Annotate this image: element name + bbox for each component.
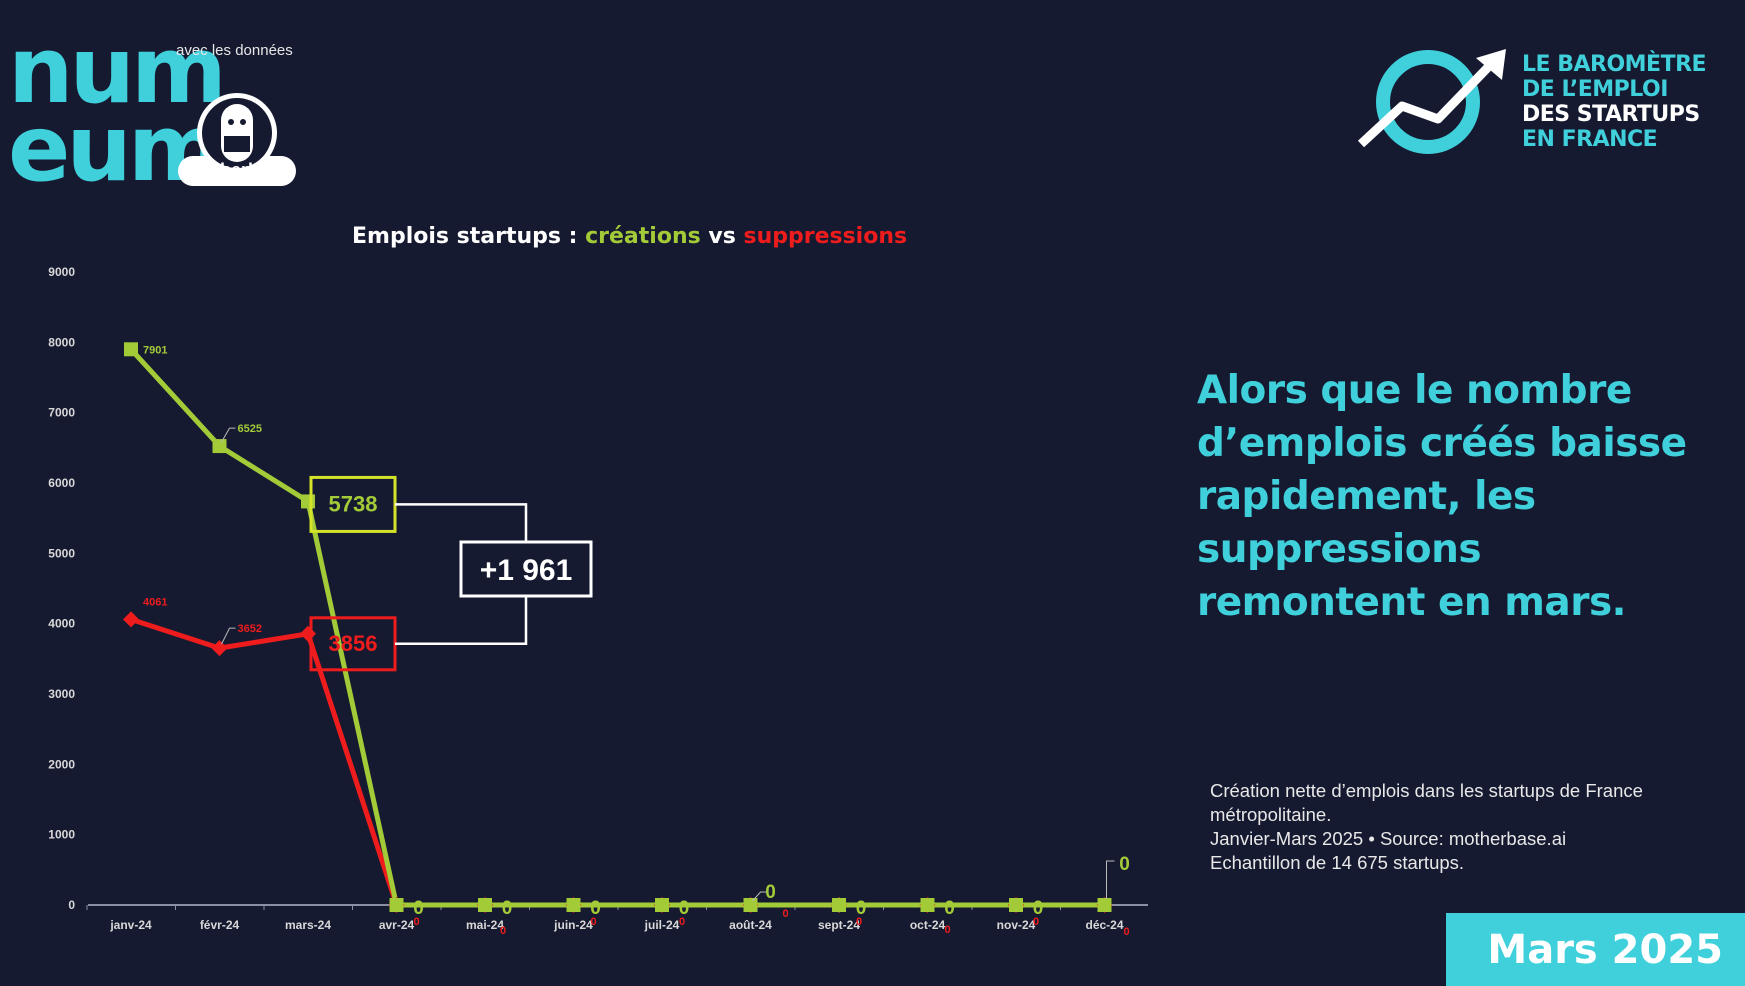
- x-tick-label: juin-24: [553, 918, 593, 932]
- headline: Alors que le nombre d’emplois créés bais…: [1197, 368, 1687, 625]
- creations-point: [1009, 898, 1023, 912]
- creations-data-label: 0: [413, 898, 424, 919]
- barometre-line-1: LE BAROMÈTRE: [1522, 52, 1707, 77]
- suppressions-series-line: [130, 616, 1105, 908]
- creations-data-label: 0: [1033, 898, 1044, 919]
- y-tick-label: 9000: [48, 265, 75, 279]
- chart-title: Emplois startups : créations vs suppress…: [352, 224, 907, 249]
- barometre-logo-icon: [1357, 49, 1506, 154]
- suppressions-data-label: 3652: [238, 623, 262, 635]
- numeum-logo-top: num: [8, 17, 227, 124]
- x-tick-label: oct-24: [910, 918, 946, 932]
- note-line-4: Echantillon de 14 675 startups.: [1210, 852, 1465, 873]
- suppressions-data-label: 0: [944, 924, 950, 936]
- y-tick-label: 7000: [48, 406, 75, 420]
- month-label: Mars 2025: [1487, 927, 1723, 973]
- suppressions-data-label: 0: [679, 916, 685, 928]
- suppressions-data-label: 0: [1123, 926, 1129, 938]
- data-credit-label: avec les données: [176, 42, 293, 59]
- difference-value: +1 961: [480, 554, 573, 587]
- y-tick-label: 1000: [48, 828, 75, 842]
- y-tick-label: 0: [68, 898, 75, 912]
- x-tick-label: févr-24: [200, 918, 240, 932]
- x-tick-label: sept-24: [818, 918, 860, 932]
- creations-point: [389, 898, 404, 912]
- y-tick-label: 5000: [48, 546, 75, 560]
- x-tick-label: août-24: [729, 918, 772, 932]
- suppressions-point: [123, 611, 139, 628]
- creations-data-label: 7901: [143, 344, 167, 356]
- creations-point: [212, 439, 227, 454]
- creations-point: [124, 342, 138, 357]
- creations-series-line: [129, 347, 1105, 908]
- creations-point: [655, 898, 669, 912]
- creations-data-label: 0: [765, 882, 776, 903]
- suppressions-point: [211, 640, 228, 657]
- creations-data-label: 0: [502, 898, 513, 919]
- creations-point: [1097, 898, 1112, 912]
- chart-title-part-1: Emplois startups :: [352, 224, 586, 249]
- suppressions-data-label: 0: [856, 916, 862, 928]
- suppressions-data-label: 4061: [143, 596, 167, 608]
- creations-point: [566, 898, 581, 912]
- suppressions-data-label: 0: [1033, 916, 1039, 928]
- creations-data-label: 0: [856, 898, 867, 919]
- suppressions-data-label: 3856: [329, 631, 378, 656]
- y-tick-label: 6000: [48, 476, 75, 490]
- x-tick-label: déc-24: [1085, 918, 1123, 932]
- source-note: Création nette d’emplois dans les startu…: [1210, 779, 1710, 875]
- suppressions-label-leader: [221, 627, 236, 645]
- creations-label-leader: [1106, 860, 1115, 899]
- x-tick-label: mars-24: [285, 918, 331, 932]
- creations-data-label: 0: [590, 898, 601, 919]
- barometre-line-3: DES STARTUPS: [1522, 102, 1700, 127]
- y-tick-label: 8000: [48, 335, 75, 349]
- barometre-title: LE BAROMÈTRE DE L’EMPLOI DES STARTUPS EN…: [1522, 52, 1707, 152]
- suppressions-point: [300, 625, 316, 642]
- chart-title-suppressions: suppressions: [743, 224, 908, 249]
- note-line-1: Création nette d’emplois dans les startu…: [1210, 780, 1643, 801]
- x-tick-label: janv-24: [109, 918, 152, 932]
- suppressions-data-label: 0: [590, 916, 596, 928]
- barometre-line-2: DE L’EMPLOI: [1522, 77, 1668, 102]
- note-line-2: métropolitaine.: [1210, 804, 1332, 825]
- creations-label-leader: [221, 427, 236, 443]
- x-tick-label: avr-24: [379, 918, 415, 932]
- creations-point: [743, 898, 758, 912]
- creations-point: [301, 494, 315, 509]
- note-line-3: Janvier-Mars 2025 • Source: motherbase.a…: [1210, 828, 1567, 849]
- motherbase-robot-icon: [178, 93, 296, 186]
- x-tick-label: mai-24: [466, 918, 504, 932]
- creations-data-label: 0: [679, 898, 690, 919]
- y-tick-label: 3000: [48, 687, 75, 701]
- barometre-line-4: EN FRANCE: [1522, 127, 1658, 152]
- creations-data-label: 0: [944, 898, 955, 919]
- creations-data-label: 5738: [329, 491, 378, 516]
- creations-point: [478, 898, 492, 912]
- creations-point: [920, 898, 935, 912]
- month-badge: Mars 2025: [1446, 913, 1745, 986]
- y-tick-label: 2000: [48, 757, 75, 771]
- suppressions-data-label: 0: [782, 908, 788, 920]
- creations-point: [832, 898, 846, 912]
- numeum-logo: num eum: [8, 25, 227, 195]
- chart-title-part-3: vs: [700, 224, 744, 249]
- creations-data-label: 0: [1119, 854, 1130, 875]
- creations-data-label: 6525: [238, 423, 262, 435]
- y-tick-label: 4000: [48, 617, 75, 631]
- suppressions-data-label: 0: [413, 916, 419, 928]
- suppressions-data-label: 0: [500, 925, 506, 937]
- motherbase-logo-text: motherbase: [186, 160, 290, 180]
- creations-label-leader: [752, 891, 767, 902]
- difference-box: [459, 540, 593, 598]
- x-tick-label: nov-24: [997, 918, 1036, 932]
- chart-title-creations: créations: [585, 224, 701, 249]
- x-tick-label: juil-24: [644, 918, 680, 932]
